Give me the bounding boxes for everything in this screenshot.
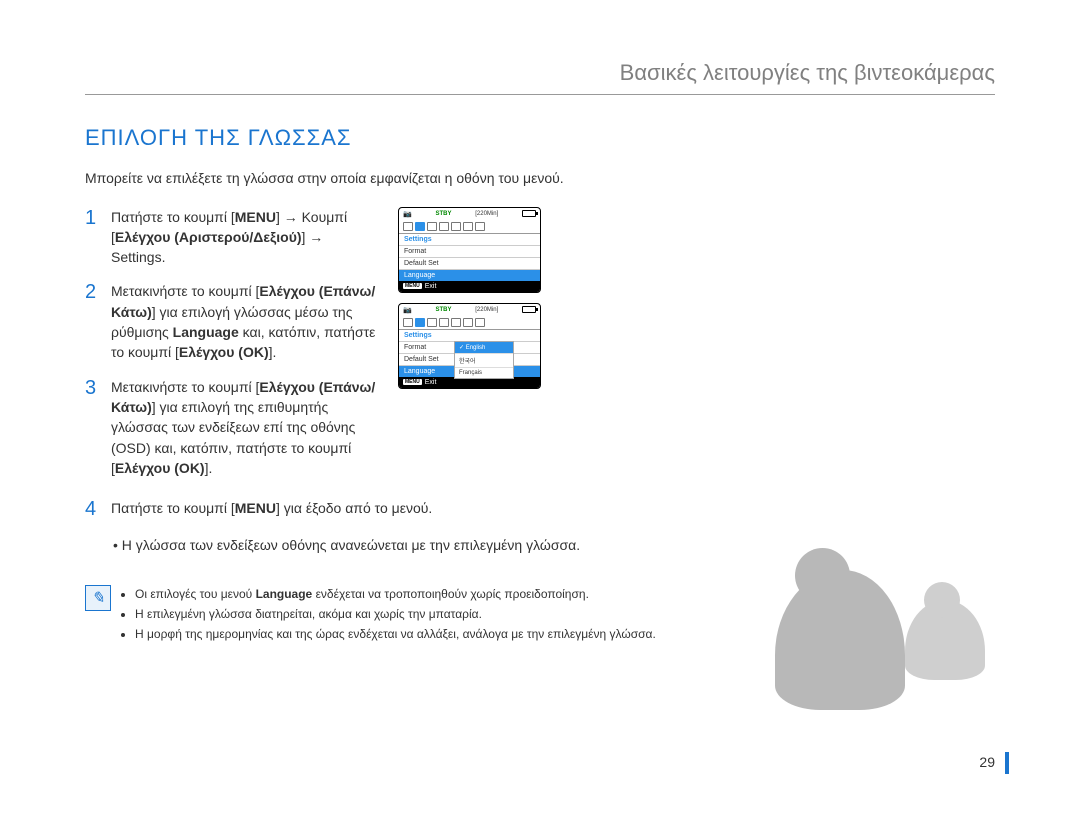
step-number-1: 1 [85,207,99,268]
step-number-2: 2 [85,281,99,362]
language-popup: ✓ English 한국어 Français [454,341,514,379]
note-1: Οι επιλογές του μενού Language ενδέχεται… [135,585,656,603]
lcd-screenshot-1: 📷 STBY [220Min] Settings Format Default … [398,207,541,293]
note-3: Η μορφή της ημερομηνίας και της ώρας ενδ… [135,625,656,643]
note-2: Η επιλεγμένη γλώσσα διατηρείται, ακόμα κ… [135,605,656,623]
step-1-text: Πατήστε το κουμπί [MENU] → Κουμπί [Ελέγχ… [111,207,380,268]
lcd-screenshot-2: 📷 STBY [220Min] Settings Format Default … [398,303,541,389]
step-number-3: 3 [85,377,99,478]
note-box: ✎ Οι επιλογές του μενού Language ενδέχετ… [85,585,705,645]
section-title: ΕΠΙΛΟΓΗ ΤΗΣ ΓΛΩΣΣΑΣ [85,125,995,151]
intro-text: Μπορείτε να επιλέξετε τη γλώσσα στην οπο… [85,169,645,189]
page-number-accent [1005,752,1009,774]
note-icon: ✎ [85,585,111,611]
chapter-title: Βασικές λειτουργίες της βιντεοκάμερας [85,60,995,86]
step-3-text: Μετακινήστε το κουμπί [Ελέγχου (Επάνω/Κά… [111,377,380,478]
step-2-text: Μετακινήστε το κουμπί [Ελέγχου (Επάνω/Κά… [111,281,380,362]
step-number-4: 4 [85,498,99,521]
decorative-silhouette [775,550,995,710]
step-4-text: Πατήστε το κουμπί [MENU] για έξοδο από τ… [111,498,432,521]
page-number: 29 [979,754,995,770]
